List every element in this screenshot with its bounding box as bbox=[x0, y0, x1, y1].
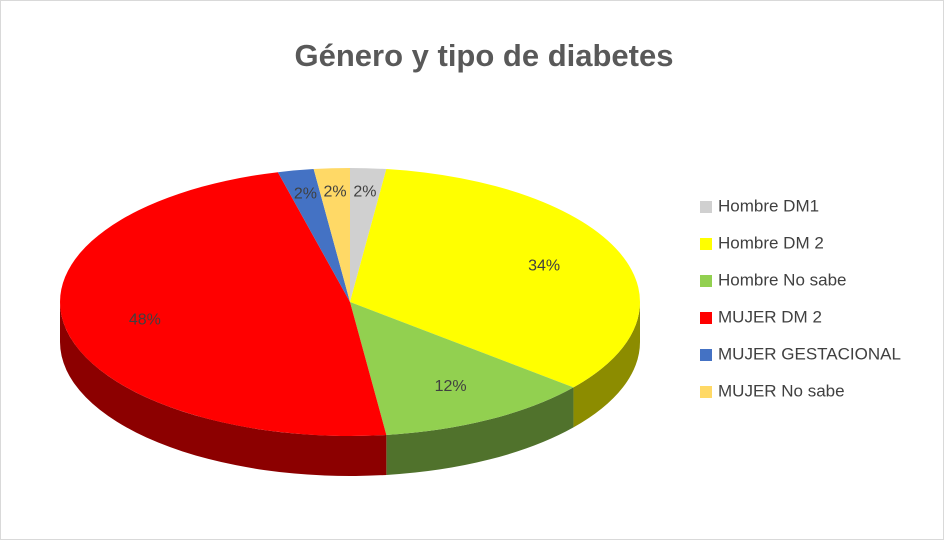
chart-title: Género y tipo de diabetes bbox=[295, 38, 674, 73]
slice bbox=[60, 172, 387, 437]
legend-label: Hombre DM 2 bbox=[718, 233, 824, 252]
slice-side bbox=[386, 387, 574, 475]
slice bbox=[277, 169, 350, 302]
slice bbox=[350, 169, 640, 388]
slice bbox=[350, 168, 387, 302]
legend-swatch bbox=[700, 349, 712, 361]
legend-swatch bbox=[700, 201, 712, 213]
data-label: 2% bbox=[324, 184, 347, 201]
slice-side bbox=[573, 302, 640, 428]
legend-swatch bbox=[700, 386, 712, 398]
legend-label: Hombre No sabe bbox=[718, 270, 847, 289]
legend-swatch bbox=[700, 275, 712, 287]
data-label: 12% bbox=[435, 378, 467, 395]
data-label: 2% bbox=[294, 185, 317, 202]
legend-swatch bbox=[700, 312, 712, 324]
legend-label: Hombre DM1 bbox=[718, 196, 819, 215]
legend-label: MUJER DM 2 bbox=[718, 307, 822, 326]
legend-swatch bbox=[700, 238, 712, 250]
data-label: 34% bbox=[528, 258, 560, 275]
slice bbox=[350, 302, 574, 435]
data-label: 2% bbox=[353, 184, 376, 201]
slice-side bbox=[60, 302, 387, 476]
slice bbox=[313, 168, 350, 302]
legend-label: MUJER GESTACIONAL bbox=[718, 344, 901, 363]
legend-label: MUJER No sabe bbox=[718, 381, 845, 400]
data-label: 48% bbox=[129, 311, 161, 328]
